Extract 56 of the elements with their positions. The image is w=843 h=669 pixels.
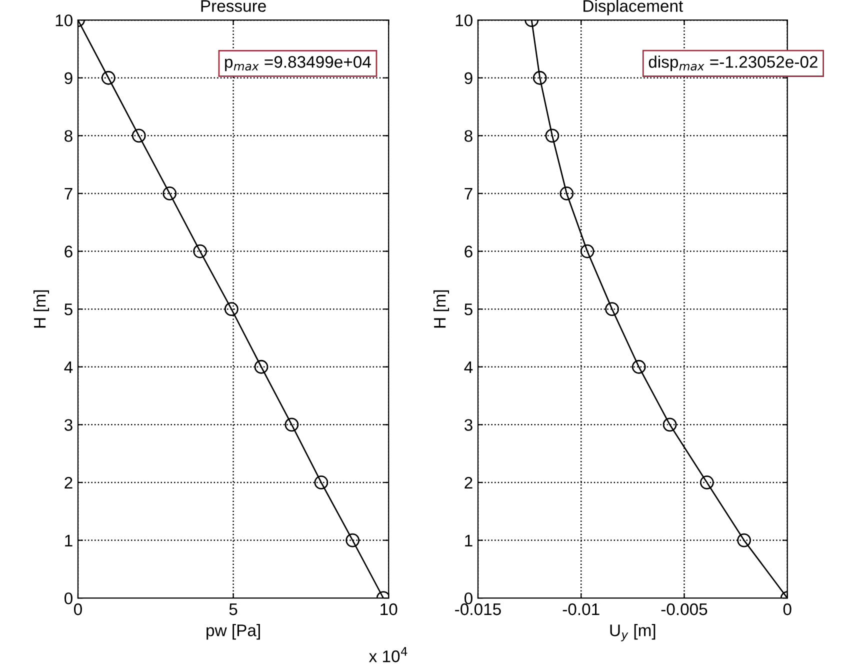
x-tick-label: -0.005 — [661, 603, 708, 616]
y-tick-label: 0 — [464, 592, 472, 604]
y-tick-label: 1 — [65, 534, 72, 546]
point — [314, 476, 328, 490]
x-tick-label: 10 — [380, 603, 398, 616]
point — [737, 533, 751, 548]
y-tick-label: 4 — [64, 361, 73, 373]
x-axis-title: pw [Pa] — [206, 624, 260, 640]
y-tick-label: 4 — [464, 361, 473, 373]
y-tick-label: 5 — [64, 304, 72, 316]
y-tick-label: 8 — [464, 130, 472, 142]
point — [101, 70, 116, 85]
point — [605, 302, 619, 316]
y-tick-label: 2 — [64, 476, 72, 489]
y-axis-title: H [m] — [33, 290, 50, 328]
y-tick-label: 9 — [464, 72, 472, 84]
point — [560, 186, 574, 200]
point — [580, 244, 594, 258]
point — [254, 360, 268, 374]
x-tick-label: 0 — [783, 603, 792, 616]
y-tick-label: 1 — [465, 534, 472, 546]
point — [132, 128, 146, 143]
chart-title: Pressure — [201, 0, 266, 12]
y-tick-label: 6 — [64, 246, 72, 258]
annotation: p$_{max}$ =9.83499e+04 — [225, 56, 371, 72]
point — [346, 533, 360, 548]
y-tick-label: 10 — [456, 14, 472, 26]
x-tick-label: -0.01 — [562, 603, 600, 616]
y-tick-label: 10 — [56, 14, 72, 26]
y-tick-label: 2 — [464, 476, 472, 489]
point — [662, 418, 677, 432]
y-tick-label: 6 — [464, 246, 472, 258]
annotation: disp$_{max}$ =-1.23052e-02 — [648, 56, 818, 72]
point — [224, 302, 238, 316]
text: x 10$^{4}$ — [368, 647, 408, 662]
point — [162, 186, 177, 200]
y-tick-label: 0 — [64, 592, 72, 604]
point — [193, 244, 208, 258]
point — [632, 360, 646, 374]
x-tick-label: -0.015 — [455, 603, 501, 616]
y-tick-label: 3 — [464, 419, 472, 431]
x-tick-label: 5 — [229, 604, 238, 616]
point — [545, 128, 560, 143]
point — [284, 418, 299, 432]
y-tick-label: 5 — [464, 304, 472, 316]
y-tick-label: 9 — [64, 72, 72, 84]
y-tick-label: 3 — [64, 419, 72, 431]
y-axis-title: H [m] — [433, 290, 450, 328]
x-axis-title: U$_{y}$ [m] — [610, 624, 656, 642]
point — [700, 476, 714, 490]
y-tick-label: 7 — [464, 188, 472, 200]
chart-title: Displacement — [584, 0, 684, 16]
y-tick-label: 8 — [64, 130, 72, 142]
point — [532, 70, 547, 85]
x-tick-label: 0 — [74, 603, 82, 616]
y-tick-label: 7 — [64, 188, 72, 200]
